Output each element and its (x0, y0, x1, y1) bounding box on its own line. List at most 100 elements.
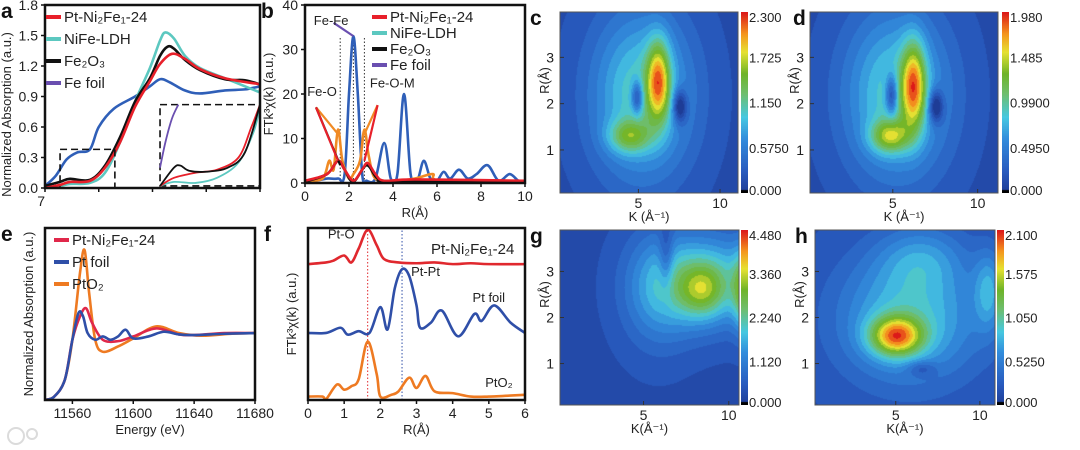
heatmap-c (560, 12, 738, 193)
colorbar-tick-label: 1.980 (1010, 10, 1043, 25)
panel-label: c (530, 7, 542, 30)
annotation-label: Fe-O-M (370, 75, 415, 90)
colorbar-tick-label: 1.050 (1005, 311, 1038, 326)
y-tick-label: 2 (801, 310, 809, 326)
panel-d: d 0.000 0.4950 0.9900 1.485 1.980 5 10 1 2 3 K (Å⁻¹… (787, 7, 1050, 224)
plot-frame (559, 229, 740, 406)
annotation-line (314, 106, 340, 162)
y-tick-label: 1 (546, 142, 554, 158)
legend-label: Pt-Ni₂Fe₁-24 (72, 232, 155, 249)
panel-c: c 0.000 0.5750 1.150 1.725 2.300 5 10 1 2 3 K (Å⁻¹)… (530, 7, 789, 224)
annotation-line (363, 104, 379, 162)
series-line (45, 310, 255, 400)
y-tick-label: 30 (282, 42, 298, 58)
y-tick-label: 2 (546, 310, 554, 326)
plot-frame (809, 11, 999, 194)
legend-label: Fe₂O₃ (390, 41, 431, 58)
colorbar-tick-label: 0.5250 (1005, 354, 1045, 369)
watermark-icon (26, 428, 38, 440)
y-tick-label: 40 (282, 0, 298, 13)
plot-frame (43, 226, 257, 402)
plot-area (45, 248, 255, 400)
y-tick-label: 0.3 (19, 150, 39, 166)
x-axis-label: K (Å⁻¹) (884, 209, 925, 224)
y-tick-label: 1 (796, 142, 804, 158)
colorbar-tick-label: 0.9900 (1010, 96, 1050, 111)
colorbar-tick-label: 0.000 (1005, 395, 1038, 410)
watermark-logo (7, 427, 38, 445)
y-axis-label: Normalized Absorption (a.u.) (21, 232, 36, 397)
panel-label: g (530, 225, 543, 248)
series-line (305, 34, 525, 183)
y-tick-label: 0 (290, 175, 298, 191)
panel-label: h (795, 225, 808, 248)
colorbar-tick-label: 2.300 (749, 10, 782, 25)
x-tick-label: 10 (721, 407, 737, 423)
panel-label: d (793, 7, 806, 30)
annotation-line (315, 106, 339, 135)
annotation-label: Pt foil (473, 290, 506, 305)
colorbar-d (1002, 12, 1009, 193)
watermark-icon (7, 427, 25, 445)
colorbar-tick-label: 2.240 (749, 311, 782, 326)
colorbar-tick-label: 3.360 (749, 267, 782, 282)
x-axis-label: K (Å⁻¹) (629, 209, 670, 224)
x-tick-label: 5 (640, 407, 648, 423)
y-axis-label: R(Å) (537, 281, 552, 308)
plot-area (305, 21, 525, 183)
heatmap-d (810, 12, 998, 193)
x-tick-label: 11640 (175, 405, 213, 421)
y-axis-label: FTk³χ(k) (a.u.) (261, 53, 276, 136)
y-tick-label: 2 (546, 96, 554, 112)
x-tick-label: 6 (433, 188, 441, 204)
legend-label: NiFe-LDH (64, 31, 131, 48)
inset-box (159, 103, 260, 187)
x-tick-label: 2 (345, 188, 353, 204)
x-tick-label: 5 (892, 407, 900, 423)
panel-a: a 70.0 0.3 0.6 0.9 1.2 1.5 1.8 Normalized Absorp… (0, 0, 262, 209)
colorbar-tick-label: 2.100 (1005, 228, 1038, 243)
y-tick-label: 3 (546, 263, 554, 279)
y-tick-label: 0.9 (19, 89, 39, 105)
x-tick-label: 0 (301, 188, 309, 204)
x-axis-label: Energy (eV) (115, 422, 184, 437)
panel-label: b (261, 0, 274, 23)
colorbar-tick-label: 1.575 (1005, 267, 1038, 282)
x-tick-label: 4 (389, 188, 397, 204)
legend-label: Pt-Ni₂Fe₁-24 (64, 9, 147, 26)
x-tick-label: 11560 (53, 405, 91, 421)
panel-f: f Pt-O Pt-Ni₂Fe₁-24 Pt-Pt Pt foil PtO₂ 0 1 2 3 4 5 6… (264, 223, 529, 437)
series-line (45, 52, 260, 188)
legend-label: Fe foil (64, 75, 105, 92)
panel-e: e 11560 11600 11640 11680 Energy (eV) Normaliz… (1, 223, 274, 437)
y-axis-label: R(Å) (792, 281, 807, 308)
colorbar-tick-label: 1.120 (749, 354, 782, 369)
x-tick-label: 10 (972, 407, 988, 423)
inset-box (59, 148, 116, 188)
x-tick-label: 11600 (114, 405, 152, 421)
y-tick-label: 1.5 (19, 28, 39, 44)
x-tick-label: 3 (413, 405, 421, 421)
x-tick-label: 10 (970, 195, 986, 211)
panel-label: a (1, 0, 13, 23)
y-axis-label: R(Å) (537, 67, 552, 94)
y-tick-label: 1 (546, 356, 554, 372)
x-axis-label: K(Å⁻¹) (631, 421, 668, 436)
series-line (305, 128, 525, 183)
y-axis-label: Normalized Absorption (a.u.) (0, 32, 14, 197)
colorbar-tick-label: 0.000 (749, 395, 782, 410)
legend-label: Pt foil (72, 254, 110, 271)
x-tick-label: 2 (376, 405, 384, 421)
y-tick-label: 1 (801, 356, 809, 372)
y-tick-label: 10 (282, 131, 298, 147)
annotation-label: Pt-Ni₂Fe₁-24 (431, 241, 514, 258)
colorbar-h (997, 230, 1004, 405)
colorbar-tick-label: 4.480 (749, 228, 782, 243)
inset-series-line (159, 104, 260, 187)
x-tick-label: 5 (889, 195, 897, 211)
y-tick-label: 0.0 (19, 180, 39, 196)
y-tick-label: 3 (546, 49, 554, 65)
colorbar-tick-label: 0.000 (749, 183, 782, 198)
y-tick-label: 1.2 (19, 58, 39, 74)
colorbar-g (741, 230, 748, 405)
